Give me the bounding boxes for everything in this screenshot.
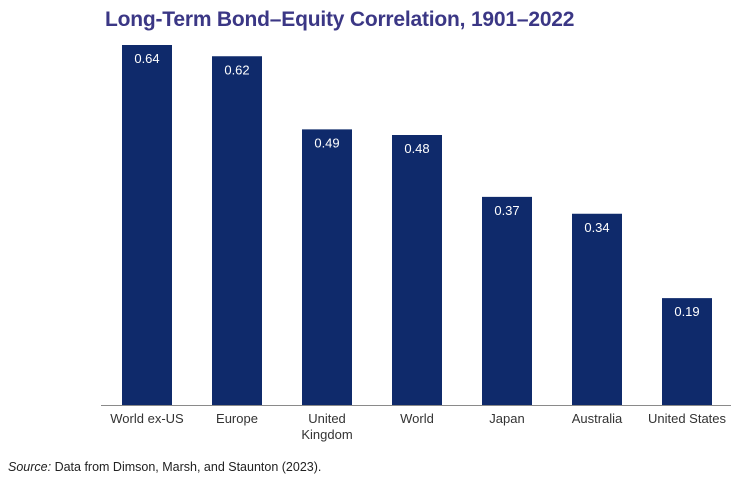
- category-tick-label: World: [400, 411, 434, 426]
- bar-value-label: 0.19: [674, 304, 699, 319]
- bar: [662, 298, 712, 405]
- category-tick-label: World ex-US: [110, 411, 184, 426]
- bar: [482, 196, 532, 405]
- bar: [572, 213, 622, 405]
- category-tick-label: Japan: [489, 411, 524, 426]
- bar: [392, 135, 442, 405]
- bar-value-label: 0.37: [494, 203, 519, 218]
- source-label: Source:: [8, 460, 52, 474]
- source-text: Data from Dimson, Marsh, and Staunton (2…: [54, 460, 322, 474]
- chart-title: Long-Term Bond–Equity Correlation, 1901–…: [105, 8, 575, 31]
- category-tick-label: Europe: [216, 411, 258, 426]
- bar-value-label: 0.49: [314, 135, 339, 150]
- category-tick-label: United: [308, 411, 346, 426]
- category-tick-label: Australia: [572, 411, 623, 426]
- bar: [212, 56, 262, 405]
- category-tick-label: United States: [648, 411, 727, 426]
- bar-value-label: 0.34: [584, 220, 609, 235]
- bar: [302, 129, 352, 405]
- bar-value-label: 0.62: [224, 62, 249, 77]
- bar-value-label: 0.48: [404, 141, 429, 156]
- bar-value-label: 0.64: [134, 51, 159, 66]
- category-tick-label: Kingdom: [301, 427, 352, 442]
- bar: [122, 45, 172, 405]
- source-note: Source: Data from Dimson, Marsh, and Sta…: [8, 460, 321, 474]
